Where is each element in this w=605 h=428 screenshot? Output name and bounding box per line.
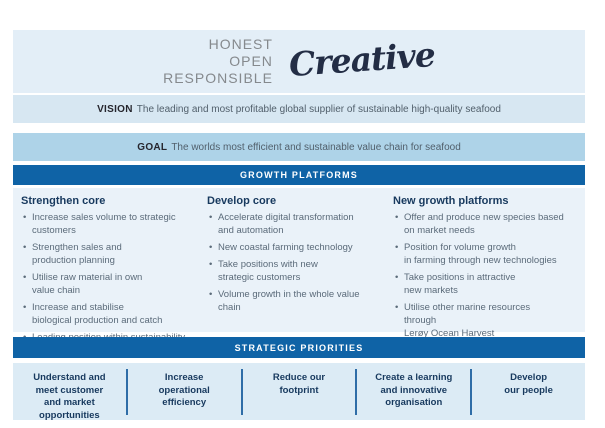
priority-divider: [240, 368, 243, 415]
priority-text: Create a learning and innovative organis…: [375, 372, 453, 408]
bullet-dot-icon: •: [395, 272, 399, 283]
growth-column-heading: Strengthen core: [21, 195, 106, 207]
goal-text: The worlds most efficient and sustainabl…: [171, 141, 461, 153]
bullet-text: Take positions in attractive new markets: [404, 272, 516, 296]
growth-column-1: Strengthen core • Increase sales volume to…: [21, 195, 207, 343]
strategic-priorities-band: Understand and meet customer and market …: [13, 363, 585, 421]
growth-column-2: Develop core • Accelerate digital transfor…: [207, 195, 393, 332]
bullet-text: Take positions with new strategic custom…: [218, 259, 318, 283]
bullet-item: • Increase sales volume to strategic cust…: [21, 211, 193, 237]
bullet-text: Utilise raw material in own value chain: [32, 272, 143, 296]
bullet-item: • Take positions in attractive new market…: [393, 271, 565, 297]
bullet-text: Offer and produce new species based on m…: [404, 212, 564, 236]
priority-cell-4: Create a learning and innovative organis…: [357, 363, 470, 420]
bullet-dot-icon: •: [23, 272, 27, 283]
bullet-item: • Volume growth in the whole value chain: [207, 288, 379, 314]
goal-bar: GOAL The worlds most efficient and susta…: [13, 133, 585, 161]
growth-columns: Strengthen core • Increase sales volume to…: [13, 188, 585, 343]
company-values-text: HONEST OPEN RESPONSIBLE: [163, 36, 273, 86]
strategic-priorities-title: STRATEGIC PRIORITIES: [234, 342, 364, 353]
bullet-dot-icon: •: [23, 302, 27, 313]
vision-label: VISION: [97, 103, 133, 115]
priority-text: Understand and meet customer and market …: [33, 372, 106, 421]
bullet-item: • Take positions with new strategic custo…: [207, 258, 379, 284]
bullet-dot-icon: •: [209, 289, 213, 300]
bullet-dot-icon: •: [209, 242, 213, 253]
priority-cell-2: Increase operational efficiency: [128, 363, 241, 420]
brand-header-band: HONEST OPEN RESPONSIBLE Creative: [13, 30, 585, 93]
bullet-text: Accelerate digital transformation and au…: [218, 212, 354, 236]
vision-text: The leading and most profitable global s…: [136, 103, 501, 115]
bullet-item: • New coastal farming technology: [207, 241, 379, 254]
bullet-dot-icon: •: [395, 212, 399, 223]
vision-bar: VISION The leading and most profitable g…: [13, 95, 585, 123]
priority-divider: [470, 368, 473, 415]
bullet-item: • Strengthen sales and production plannin…: [21, 241, 193, 267]
bullet-dot-icon: •: [209, 212, 213, 223]
bullet-item: • Offer and produce new species based on …: [393, 211, 565, 237]
creative-script-word: Creative: [287, 34, 436, 85]
bullet-dot-icon: •: [209, 259, 213, 270]
strategic-priorities-header: STRATEGIC PRIORITIES: [13, 337, 585, 358]
bullet-text: Utilise other marine resources through L…: [404, 302, 531, 339]
goal-label: GOAL: [137, 141, 168, 153]
priority-divider: [355, 368, 358, 415]
bullet-item: • Accelerate digital transformation and a…: [207, 211, 379, 237]
growth-column-3: New growth platforms • Offer and produce n…: [393, 195, 579, 339]
bullet-dot-icon: •: [23, 212, 27, 223]
bullet-dot-icon: •: [23, 242, 27, 253]
bullet-text: Volume growth in the whole value chain: [218, 289, 360, 313]
bullet-text: Increase sales volume to strategic custo…: [32, 212, 176, 236]
priority-divider: [125, 368, 128, 415]
bullet-item: • Position for volume growth in farming t…: [393, 241, 565, 267]
bullet-text: Position for volume growth in farming th…: [404, 242, 557, 266]
priority-text: Develop our people: [504, 372, 553, 396]
bullet-dot-icon: •: [395, 242, 399, 253]
bullet-item: • Utilise raw material in own value chain: [21, 271, 193, 297]
priority-text: Increase operational efficiency: [158, 372, 210, 408]
bullet-text: Increase and stabilise biological produc…: [32, 302, 163, 326]
priority-cell-5: Develop our people: [472, 363, 585, 420]
bullet-item: • Utilise other marine resources through …: [393, 301, 565, 340]
priority-cell-1: Understand and meet customer and market …: [13, 363, 126, 421]
bullet-text: Strengthen sales and production planning: [32, 242, 122, 266]
growth-column-heading: Develop core: [207, 195, 277, 207]
priority-cell-3: Reduce our footprint: [243, 363, 356, 420]
bullet-text: New coastal farming technology: [218, 242, 353, 253]
growth-platforms-header: GROWTH PLATFORMS: [13, 165, 585, 185]
growth-column-heading: New growth platforms: [393, 195, 509, 207]
bullet-dot-icon: •: [395, 302, 399, 313]
priority-text: Reduce our footprint: [272, 372, 326, 396]
growth-platforms-title: GROWTH PLATFORMS: [239, 170, 359, 180]
bullet-item: • Increase and stabilise biological produ…: [21, 301, 193, 327]
